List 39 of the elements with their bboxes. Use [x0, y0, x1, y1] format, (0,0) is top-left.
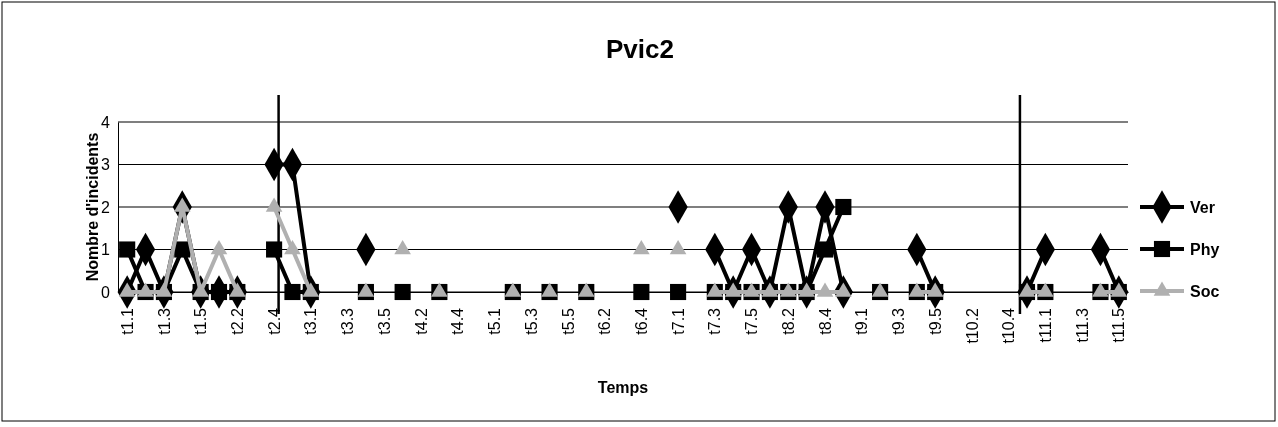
- x-tick-label: t1.5: [192, 307, 210, 335]
- legend-label: Ver: [1190, 198, 1215, 216]
- x-tick-label: t6.4: [632, 307, 650, 335]
- x-tick-label: t1.1: [118, 307, 136, 335]
- x-tick-label: t5.5: [559, 307, 577, 335]
- y-tick-label: 1: [101, 241, 111, 259]
- legend-label: Soc: [1190, 282, 1220, 300]
- x-tick-label: t2.2: [228, 307, 246, 335]
- x-tick-label: t4.2: [412, 307, 430, 335]
- x-tick-label: t3.1: [302, 307, 320, 335]
- x-tick-label: t11.1: [1036, 307, 1054, 343]
- x-tick-label: t3.3: [339, 307, 357, 335]
- y-tick-label: 4: [101, 113, 111, 131]
- x-tick-label: t3.5: [375, 307, 393, 335]
- x-tick-label: t9.5: [926, 307, 944, 335]
- x-tick-label: t5.3: [522, 307, 540, 335]
- x-axis-title: Temps: [597, 379, 649, 396]
- x-tick-label: t8.2: [779, 307, 797, 335]
- x-tick-label: t6.2: [596, 307, 614, 335]
- x-tick-label: t8.4: [816, 307, 834, 335]
- chart-title: Pvic2: [606, 34, 674, 64]
- x-tick-label: t11.5: [1110, 307, 1128, 343]
- x-tick-label: t7.3: [706, 307, 724, 335]
- x-tick-label: t11.3: [1073, 307, 1091, 343]
- x-tick-label: t1.3: [155, 307, 173, 335]
- x-tick-label: t9.3: [890, 307, 908, 335]
- y-tick-label: 0: [101, 283, 111, 301]
- x-tick-label: t4.4: [449, 307, 467, 335]
- x-tick-label: t10.4: [1000, 307, 1018, 344]
- x-tick-label: t7.5: [743, 307, 761, 335]
- legend-label: Phy: [1190, 240, 1220, 258]
- x-tick-label: t2.4: [265, 307, 283, 335]
- x-tick-label: t5.1: [486, 307, 504, 335]
- x-tick-label: t10.2: [963, 307, 981, 344]
- y-axis-title: Nombre d'incidents: [84, 132, 101, 282]
- x-tick-label: t7.1: [669, 307, 687, 335]
- x-tick-label: t9.1: [853, 307, 871, 335]
- y-tick-label: 3: [101, 156, 111, 174]
- y-tick-label: 2: [101, 198, 111, 216]
